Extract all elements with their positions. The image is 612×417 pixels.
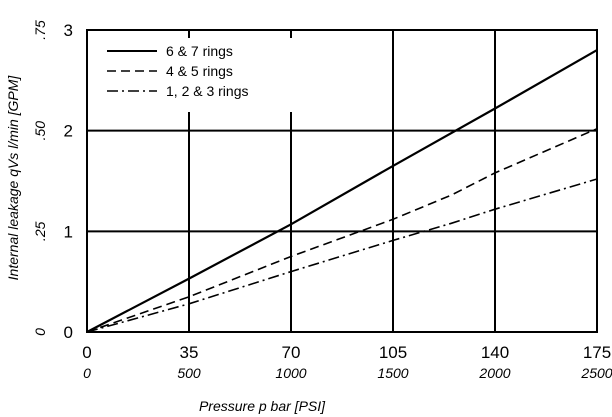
y-tick-label-gpm: 0 [32, 328, 48, 336]
y-tick-label-gpm: .25 [32, 221, 48, 241]
legend: 6 & 7 rings 4 & 5 rings 1, 2 & 3 rings [107, 43, 249, 99]
y-axis-label: Internal leakage qVs l/min [GPM] [5, 75, 21, 281]
y-tick-label: 1 [64, 222, 73, 241]
legend-label: 1, 2 & 3 rings [166, 83, 249, 99]
y-tick-label-gpm: .75 [32, 20, 48, 40]
x-tick-label-psi: 2000 [478, 365, 510, 381]
x-tick-label-psi: 0 [83, 365, 91, 381]
x-tick-label: 105 [379, 343, 407, 362]
y-tick-label: 0 [64, 323, 73, 342]
series-line [86, 178, 598, 333]
x-tick-label: 70 [282, 343, 301, 362]
x-axis-ticks: 0 0 35 500 70 1000 105 1500 140 2000 175 2500 [82, 343, 612, 381]
x-tick-label: 0 [82, 343, 91, 362]
legend-label: 6 & 7 rings [166, 43, 233, 59]
x-tick-label: 35 [180, 343, 199, 362]
plot-frame [86, 29, 598, 333]
legend-label: 4 & 5 rings [166, 63, 233, 79]
x-tick-label-psi: 1000 [275, 365, 306, 381]
y-tick-label-gpm: .50 [32, 121, 48, 141]
x-tick-label-psi: 500 [177, 365, 201, 381]
x-axis-label: Pressure p bar [PSI] [199, 398, 326, 414]
y-tick-label: 2 [64, 122, 73, 141]
series-line [86, 127, 598, 333]
y-tick-label: 3 [64, 21, 73, 40]
series-line [86, 49, 598, 333]
x-tick-label-psi: 2500 [580, 365, 612, 381]
y-axis-ticks: 0 0 1 .25 2 .50 3 .75 [32, 20, 73, 342]
series-lines [86, 49, 598, 333]
x-tick-label: 140 [481, 343, 509, 362]
x-tick-label: 175 [583, 343, 611, 362]
x-tick-label-psi: 1500 [377, 365, 408, 381]
